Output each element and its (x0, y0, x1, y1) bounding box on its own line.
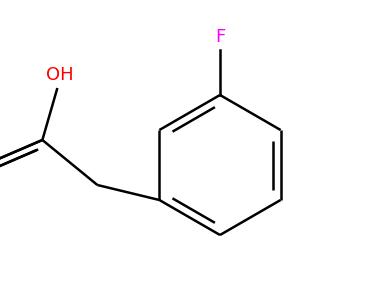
Text: F: F (215, 28, 225, 46)
Text: OH: OH (46, 66, 73, 84)
